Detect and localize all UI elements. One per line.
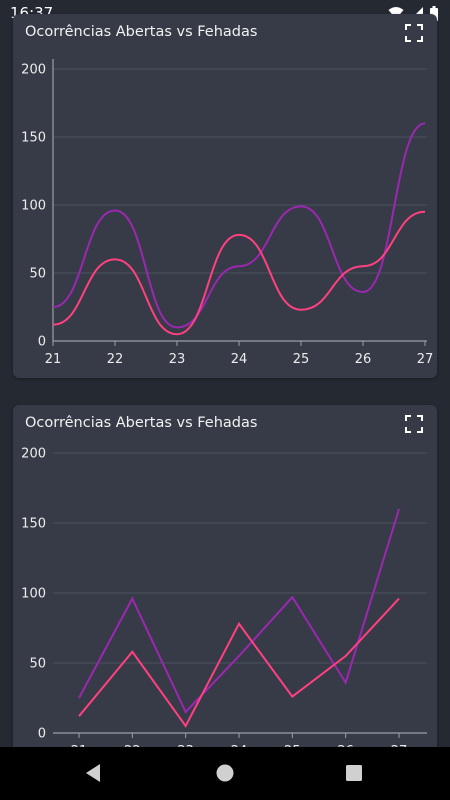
chart-card-linear: Ocorrências Abertas vs Fehadas 0 50 100 150… [13,405,437,765]
fullscreen-icon[interactable] [405,24,423,42]
wifi-icon [388,7,404,19]
y-tick-label: 150 [21,517,46,532]
recents-square-icon[interactable] [340,759,368,787]
fullscreen-icon[interactable] [405,415,423,433]
y-tick-label: 0 [38,335,46,350]
x-tick-label: 23 [169,352,186,367]
y-tick-label: 100 [21,199,46,214]
chart-card-smooth: Ocorrências Abertas vs Fehadas 0 50 100 150… [13,14,437,378]
navigation-bar [0,747,450,800]
line-chart: 0 50 100 150 200 21 22 23 24 25 26 27 [21,59,434,367]
y-tick-label: 150 [21,131,46,146]
x-tick-label: 24 [231,352,248,367]
series-line-0 [78,508,400,714]
x-tick-label: 27 [417,352,434,367]
x-tick-label: 21 [45,352,62,367]
y-tick-label: 100 [21,587,46,602]
y-tick-label: 200 [21,63,46,78]
card-title: Ocorrências Abertas vs Fehadas [25,415,258,431]
back-triangle-icon[interactable] [80,759,108,787]
home-circle-icon[interactable] [211,759,239,787]
y-tick-label: 50 [29,267,46,282]
series-line-0 [52,122,426,329]
y-tick-label: 200 [21,447,46,462]
y-tick-label: 0 [38,727,46,742]
x-tick-label: 25 [293,352,310,367]
x-tick-label: 26 [355,352,372,367]
card-title: Ocorrências Abertas vs Fehadas [25,24,258,40]
x-tick-label: 22 [107,352,124,367]
y-tick-label: 50 [29,657,46,672]
